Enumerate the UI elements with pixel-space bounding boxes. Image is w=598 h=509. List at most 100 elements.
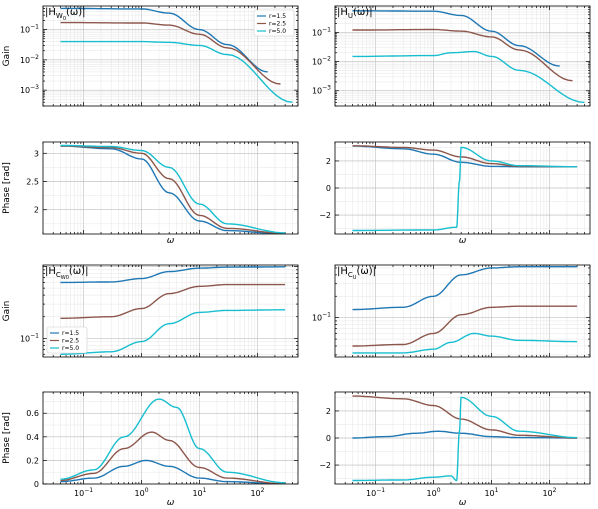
- y-axis-label: Gain: [2, 301, 12, 322]
- ytick-label: 0.4: [26, 433, 39, 442]
- ytick-label: 10−1: [312, 312, 331, 323]
- series-line-r-2-5: [60, 431, 286, 484]
- ytick-label: 0.6: [26, 409, 39, 418]
- ytick-label: 10−3: [312, 85, 331, 96]
- y-axis-label: Phase [rad]: [2, 412, 12, 464]
- series-line-r-1-5: [352, 266, 578, 311]
- series-line-r-1-5: [60, 459, 286, 484]
- plot-frame: [334, 264, 591, 358]
- series-line-r-2-5: [352, 28, 573, 82]
- legend-entry: r=5.0: [62, 345, 79, 352]
- series-line-r-2-5: [352, 305, 578, 347]
- subplot-p3: 2 2.5 3 Phase [rad] ω: [2, 141, 299, 246]
- ytick-label: 10−1: [312, 26, 331, 37]
- x-axis-label: ω: [167, 498, 175, 508]
- plot-frame: [42, 141, 299, 235]
- plot-title: |HCW0(ω)|: [45, 266, 88, 281]
- ytick-label: 2.5: [26, 178, 39, 187]
- ytick-label: 0: [34, 480, 39, 489]
- plot-frame: [42, 391, 299, 485]
- plot-frame: [334, 141, 591, 235]
- series-group: [60, 7, 293, 103]
- xtick-label: 101: [192, 487, 206, 498]
- x-axis-label: ω: [167, 236, 175, 246]
- series-group: [352, 266, 578, 354]
- grid: [335, 142, 590, 234]
- xtick-label: 10−1: [74, 487, 93, 498]
- y-axis-label: Gain: [2, 46, 12, 67]
- series-line-r-1-5: [60, 145, 286, 234]
- series-group: [352, 10, 585, 104]
- plot-frame: [42, 5, 299, 107]
- xtick-label: 100: [427, 487, 441, 498]
- subplot-p6: 10−1 |HCU(ω)|: [312, 264, 591, 358]
- ytick-label: −2: [319, 461, 331, 470]
- series-group: [60, 398, 286, 484]
- series-line-r-5-0: [60, 40, 293, 103]
- subplot-p7: 0 0.2 0.4 0.6 10−1 100 101 102 Phase [rad] ω: [2, 391, 299, 508]
- xtick-label: 100: [135, 487, 149, 498]
- grid: [43, 142, 298, 234]
- ytick-label: 2: [326, 407, 331, 416]
- plot-title: |HCU(ω)|: [337, 266, 376, 281]
- legend: r=1.5r=2.5r=5.0: [253, 9, 295, 37]
- xtick-label: 101: [484, 487, 498, 498]
- plot-frame: [334, 391, 591, 485]
- grid: [335, 6, 590, 106]
- xtick-label: 102: [250, 487, 264, 498]
- series-line-r-5-0: [60, 144, 286, 234]
- plot-frame: [42, 264, 299, 358]
- ytick-label: 10−2: [312, 56, 331, 67]
- subplot-p8: −2 0 2 10−1 100 101 102 ω: [319, 391, 591, 508]
- legend-entry: r=1.5: [62, 330, 79, 337]
- grid: [335, 392, 590, 484]
- ytick-label: −2: [319, 211, 331, 220]
- subplot-p1: 10−3 10−2 10−1 |HW0(ω)| Gain r=1.5r=2.5r=5.0: [2, 5, 299, 107]
- ytick-label: 10−3: [20, 84, 39, 95]
- x-axis-label: ω: [459, 498, 467, 508]
- series-line-r-1-5: [352, 430, 578, 439]
- ytick-label: 2: [34, 206, 39, 215]
- ytick-label: 10−1: [20, 332, 39, 343]
- series-line-r-2-5: [60, 21, 281, 85]
- series-line-r-1-5: [60, 266, 286, 284]
- plot-title: |HW0(ω)|: [45, 7, 86, 22]
- series-line-r-5-0: [352, 396, 578, 482]
- legend-entry: r=5.0: [269, 28, 286, 35]
- series-group: [352, 145, 578, 232]
- xtick-label: 10−1: [366, 487, 385, 498]
- series-line-r-1-5: [60, 7, 268, 73]
- subplot-p4: −2 0 2 ω: [319, 141, 591, 246]
- series-line-r-5-0: [352, 332, 578, 354]
- series-line-r-5-0: [60, 398, 286, 484]
- grid: [335, 265, 590, 357]
- series-group: [60, 144, 286, 234]
- xtick-label: 102: [542, 487, 556, 498]
- plot-title: |HU(ω)|: [337, 7, 373, 20]
- series-line-r-2-5: [352, 145, 578, 168]
- legend-entry: r=2.5: [62, 338, 79, 345]
- ytick-label: 0.2: [26, 456, 39, 465]
- subplot-p2: 10−3 10−2 10−1 |HU(ω)|: [312, 5, 591, 107]
- x-axis-label: ω: [459, 236, 467, 246]
- ytick-label: 0: [326, 434, 331, 443]
- series-line-r-5-0: [352, 50, 585, 104]
- ytick-label: 3: [34, 149, 39, 158]
- series-line-r-2-5: [60, 145, 286, 234]
- series-line-r-5-0: [60, 309, 286, 355]
- ytick-label: 2: [326, 157, 331, 166]
- subplot-p5: 10−1 |HCW0(ω)| Gain r=1.5r=2.5r=5.0: [2, 264, 299, 358]
- y-axis-label: Phase [rad]: [2, 162, 12, 214]
- ytick-label: 0: [326, 184, 331, 193]
- plot-frame: [334, 5, 591, 107]
- series-line-r-2-5: [352, 395, 578, 439]
- legend-entry: r=2.5: [269, 21, 286, 28]
- legend: r=1.5r=2.5r=5.0: [46, 326, 88, 354]
- ytick-label: 10−1: [20, 24, 39, 35]
- series-line-r-5-0: [352, 146, 578, 232]
- grid: [43, 392, 298, 484]
- ytick-label: 10−2: [20, 54, 39, 65]
- legend-entry: r=1.5: [269, 13, 286, 20]
- series-line-r-2-5: [60, 283, 286, 319]
